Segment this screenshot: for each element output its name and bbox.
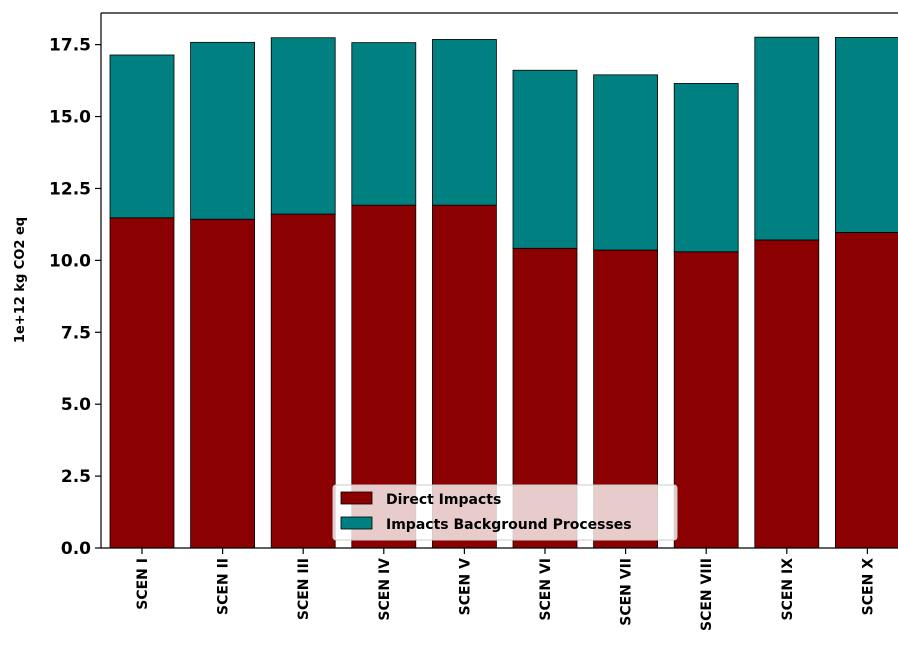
x-tick-label: SCEN II xyxy=(216,558,232,615)
x-tick-label: SCEN X xyxy=(860,558,876,616)
y-tick-label: 2.5 xyxy=(61,467,91,487)
bar-direct-1 xyxy=(109,217,175,549)
legend-label-direct: Direct Impacts xyxy=(386,492,501,508)
bar-direct-10 xyxy=(835,232,898,549)
legend-box xyxy=(332,484,678,541)
bar-background-2 xyxy=(190,41,256,220)
x-tick-label: SCEN VII xyxy=(619,558,635,626)
x-tick-label: SCEN IV xyxy=(377,558,393,621)
bar-background-9 xyxy=(754,36,820,241)
y-tick-label: 10.0 xyxy=(49,251,91,271)
legend: Direct Impacts Impacts Background Proces… xyxy=(332,484,678,541)
legend-swatch-background xyxy=(340,516,373,530)
y-tick-label: 5.0 xyxy=(61,395,91,415)
bars-group xyxy=(109,36,898,549)
bar-direct-3 xyxy=(270,213,336,549)
y-tick-label: 17.5 xyxy=(49,36,91,56)
x-tick-label: SCEN V xyxy=(457,558,473,616)
x-tick-label: SCEN III xyxy=(296,558,312,620)
bar-direct-8 xyxy=(673,251,739,549)
bar-background-6 xyxy=(512,69,578,249)
bar-background-3 xyxy=(270,37,336,215)
y-tick-label: 0.0 xyxy=(61,539,91,559)
y-tick-label: 7.5 xyxy=(61,323,91,343)
bar-background-7 xyxy=(593,74,658,251)
bar-direct-9 xyxy=(754,239,820,549)
y-tick-label: 15.0 xyxy=(49,108,91,128)
legend-label-background: Impacts Background Processes xyxy=(386,517,632,533)
x-tick-label: SCEN I xyxy=(135,558,151,610)
y-tick-label: 12.5 xyxy=(49,179,91,199)
bar-background-1 xyxy=(109,54,175,219)
bar-direct-2 xyxy=(190,218,256,549)
y-axis-label: 1e+12 kg CO2 eq xyxy=(13,217,28,343)
x-tick-label: SCEN VIII xyxy=(699,558,715,631)
legend-swatch-direct xyxy=(340,491,373,505)
x-axis: SCEN I SCEN II SCEN III SCEN IV SCEN V SCEN V… xyxy=(135,548,876,631)
y-axis: 0.0 2.5 5.0 7.5 10.0 12.5 15.0 17.5 xyxy=(49,36,101,559)
bar-background-4 xyxy=(351,42,417,206)
x-tick-label: SCEN IX xyxy=(780,558,796,621)
bar-background-10 xyxy=(835,37,898,233)
x-tick-label: SCEN VI xyxy=(538,558,554,621)
bar-background-8 xyxy=(673,83,739,253)
bar-background-5 xyxy=(431,39,497,206)
